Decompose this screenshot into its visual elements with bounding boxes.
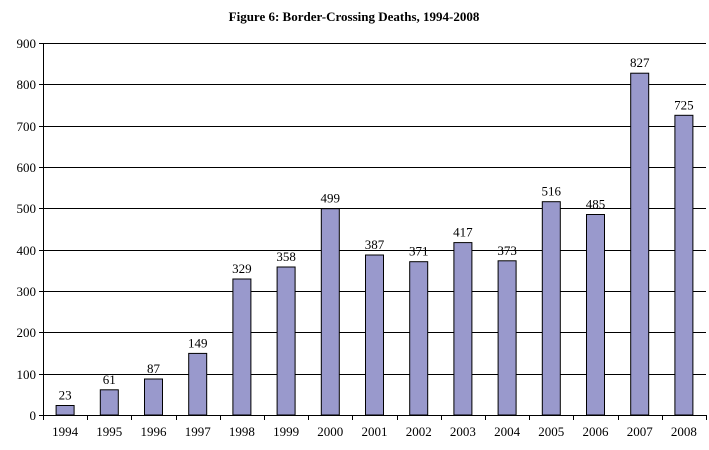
y-tick-label: 600	[17, 160, 37, 175]
data-label-2002: 371	[409, 244, 429, 259]
x-axis-tick-labels: 1994 1995 1996 1997 1998 1999 2000 2001 2002 2003…	[52, 424, 697, 439]
y-axis-tick-labels: 0 100 200 300 400 500 600 700 800 900	[17, 36, 37, 423]
data-label-1998: 329	[232, 261, 252, 276]
x-tick-label-1998: 1998	[229, 424, 255, 439]
y-tick-label: 700	[17, 119, 37, 134]
y-tick-label: 800	[17, 77, 37, 92]
bar-1994	[55, 405, 75, 416]
data-label-1996: 87	[147, 361, 161, 376]
x-tick-label-2005: 2005	[538, 424, 564, 439]
bar-2004	[497, 260, 517, 416]
chart-title: Figure 6: Border-Crossing Deaths, 1994-2…	[229, 9, 480, 24]
bars	[55, 72, 694, 416]
y-tick-label: 200	[17, 325, 37, 340]
data-label-2003: 417	[453, 225, 473, 240]
data-label-2000: 499	[321, 191, 341, 206]
x-tick-label-2002: 2002	[406, 424, 432, 439]
bar-2001	[365, 254, 384, 416]
data-label-2006: 485	[586, 197, 606, 212]
bar-1995	[99, 389, 119, 416]
data-label-1997: 149	[188, 335, 208, 350]
y-tick-label: 400	[17, 243, 37, 258]
x-tick-label-2007: 2007	[627, 424, 654, 439]
data-label-1994: 23	[59, 388, 72, 403]
x-tick-label-1997: 1997	[185, 424, 212, 439]
bar-1997	[188, 352, 208, 416]
bar-2007	[630, 72, 650, 416]
x-tick-label-1994: 1994	[52, 424, 79, 439]
data-label-2007: 827	[630, 55, 650, 70]
x-tick-label-2008: 2008	[671, 424, 697, 439]
bar-2000	[320, 208, 340, 416]
y-tick-label: 100	[17, 367, 37, 382]
x-tick-label-1995: 1995	[96, 424, 122, 439]
x-tick-label-1996: 1996	[141, 424, 168, 439]
bar-1998	[232, 278, 252, 416]
bar-2006	[586, 214, 605, 416]
x-tick-label-2003: 2003	[450, 424, 476, 439]
x-tick-label-2001: 2001	[362, 424, 388, 439]
data-label-1995: 61	[103, 372, 116, 387]
gridlines	[43, 43, 706, 375]
data-label-2005: 516	[542, 184, 562, 199]
bar-1996	[144, 378, 163, 416]
y-tick-label: 500	[17, 201, 37, 216]
data-label-2001: 387	[365, 237, 385, 252]
data-labels: 23 61 87 149 329 358 499 387 371 417 373 516 485 827 7…	[59, 55, 694, 402]
bar-1999	[276, 266, 296, 416]
bar-2005	[541, 201, 561, 416]
x-tick-label-2000: 2000	[317, 424, 343, 439]
x-tick-label-2006: 2006	[583, 424, 610, 439]
data-label-1999: 358	[276, 249, 296, 264]
bar-2003	[453, 242, 473, 416]
bar-2008	[674, 114, 694, 416]
data-label-2004: 373	[497, 243, 517, 258]
y-tick-label: 0	[30, 408, 37, 423]
data-label-2008: 725	[674, 97, 694, 112]
y-tick-label: 300	[17, 284, 37, 299]
y-tick-label: 900	[17, 36, 37, 51]
x-tick-label-1999: 1999	[273, 424, 299, 439]
x-tick-label-2004: 2004	[494, 424, 521, 439]
bar-2002	[409, 261, 429, 416]
